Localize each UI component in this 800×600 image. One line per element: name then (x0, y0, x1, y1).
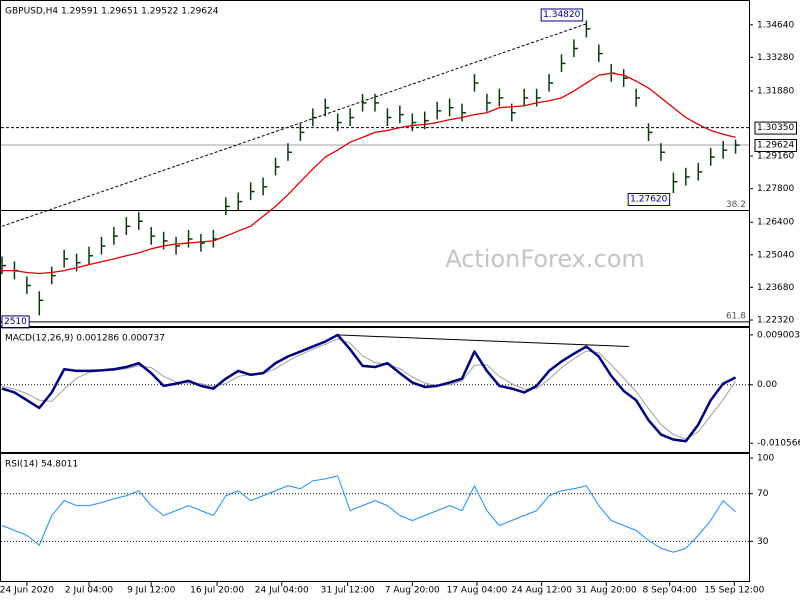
level-label: 1.30350 (757, 123, 794, 133)
x-tick-label: 24 Jun 2020 (0, 586, 54, 596)
y-tick-label: 0.009003 (757, 330, 800, 340)
y-tick-label: 1.31880 (757, 86, 794, 96)
panel-title: MACD(12,26,9) 0.001286 0.000737 (5, 334, 165, 344)
price-annotation: 1.27620 (630, 194, 667, 204)
x-tick-label: 7 Aug 20:00 (385, 586, 440, 596)
panel-title: RSI(14) 54.8011 (5, 460, 78, 470)
y-tick-label: -0.010566 (757, 439, 800, 449)
y-tick-label: 1.27800 (757, 184, 794, 194)
x-tick-label: 31 Jul 12:00 (321, 586, 375, 596)
trendline (1, 23, 587, 227)
label-box (754, 138, 797, 152)
panel-frame (0, 453, 750, 582)
x-tick-label: 9 Jul 12:00 (127, 586, 176, 596)
x-tick-label: 31 Aug 20:00 (576, 586, 637, 596)
price-annotation: 2510 (4, 317, 27, 327)
signal-line (1, 338, 736, 440)
y-tick-label: 70 (757, 489, 769, 499)
x-tick-label: 2 Jul 04:00 (65, 586, 114, 596)
y-tick-label: 1.26400 (757, 218, 794, 228)
x-tick-label: 15 Sep 12:00 (704, 586, 764, 596)
level-label: 1.29624 (757, 140, 794, 150)
x-tick-label: 24 Jul 04:00 (255, 586, 309, 596)
y-tick-label: 1.33280 (757, 53, 794, 63)
panel-frame (0, 327, 750, 453)
x-tick-label: 24 Aug 12:00 (511, 586, 572, 596)
x-tick-label: 16 Jul 20:00 (190, 586, 244, 596)
y-tick-label: 1.34640 (757, 20, 794, 30)
y-tick-label: 100 (757, 454, 774, 464)
y-tick-label: 30 (757, 537, 769, 547)
macd-line (1, 333, 737, 443)
x-tick-label: 8 Sep 04:00 (642, 586, 697, 596)
price-annotation: 1.34820 (543, 10, 580, 20)
label-box (754, 121, 797, 135)
fib-label: 61.8 (726, 311, 746, 321)
fib-label: 38.2 (726, 200, 746, 210)
y-tick-label: 1.25040 (757, 250, 794, 260)
x-tick-label: 17 Aug 04:00 (447, 586, 508, 596)
label-box (540, 8, 584, 22)
panel-frame (0, 0, 750, 327)
moving-average (2, 72, 736, 275)
panel-title: GBPUSD,H4 1.29591 1.29651 1.29522 1.2962… (5, 7, 219, 17)
y-tick-label: 0.00 (757, 380, 777, 390)
watermark: ActionForex.com (445, 245, 645, 273)
y-tick-label: 1.22320 (757, 315, 794, 325)
trendline (337, 334, 629, 348)
y-tick-label: 1.29160 (757, 152, 794, 162)
y-tick-label: 1.23680 (757, 283, 794, 293)
label-box (627, 192, 671, 206)
rsi-line (1, 475, 736, 553)
